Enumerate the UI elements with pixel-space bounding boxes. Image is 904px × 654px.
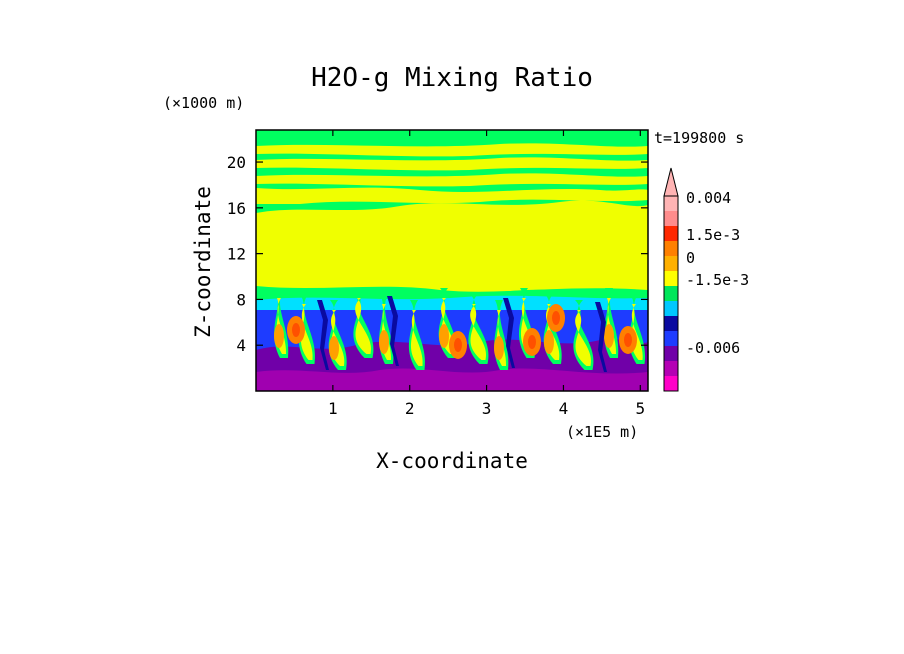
- filament-dark-blue: [317, 300, 329, 370]
- x-axis-label: X-coordinate: [376, 449, 528, 473]
- plume-orange: [329, 336, 339, 360]
- y-axis-label: Z-coordinate: [191, 186, 215, 338]
- plume-orange: [439, 324, 449, 348]
- colorbar-swatch: [664, 211, 678, 226]
- colorbar-swatch: [664, 361, 678, 376]
- plot-frame: [255, 129, 649, 392]
- y-axis-ticks: 4 8 12 16 20: [227, 153, 648, 355]
- filament-dark-blue: [595, 302, 607, 372]
- colorbar-swatch: [664, 286, 678, 301]
- x-unit-label: (×1E5 m): [566, 423, 638, 441]
- filament-dark-blue: [387, 296, 399, 366]
- chart-title: H2O-g Mixing Ratio: [311, 63, 593, 93]
- colorbar-label: 1.5e-3: [686, 226, 740, 244]
- plume-orange: [274, 324, 284, 348]
- colorbar-label: -1.5e-3: [686, 271, 749, 289]
- colorbar-swatch: [664, 316, 678, 331]
- colorbar-swatch: [664, 241, 678, 256]
- plume-yellow: [411, 310, 423, 366]
- layer-yellow-band: [256, 200, 648, 295]
- colorbar-swatch: [664, 196, 678, 211]
- plume-yellow: [575, 310, 592, 366]
- y-tick-label: 12: [227, 245, 246, 264]
- time-label: t=199800 s: [654, 129, 744, 147]
- colorbar-swatch: [664, 226, 678, 241]
- colorbar-label: 0.004: [686, 189, 731, 207]
- heatmap-field: [256, 130, 648, 391]
- x-tick-label: 2: [405, 399, 415, 418]
- colorbar-label: 0: [686, 249, 695, 267]
- x-tick-label: 5: [635, 399, 645, 418]
- colorbar-label: -0.006: [686, 339, 740, 357]
- plume-yellow: [301, 304, 313, 360]
- x-axis-ticks: 1 2 3 4 5: [328, 130, 645, 418]
- colorbar-swatch: [664, 256, 678, 271]
- colorbar-frame: [663, 195, 679, 392]
- hotspot-red: [292, 323, 300, 337]
- hotspot-red: [624, 333, 632, 347]
- colorbar-swatch: [664, 346, 678, 361]
- plume-orange: [544, 330, 554, 354]
- filament-dark-blue: [503, 298, 515, 368]
- hotspot-red: [552, 311, 560, 325]
- y-tick-label: 16: [227, 199, 246, 218]
- colorbar-swatch: [664, 331, 678, 346]
- hotspot-red: [528, 335, 536, 349]
- plume-orange: [379, 330, 389, 354]
- layer-yellow-strip: [256, 173, 648, 187]
- x-tick-label: 4: [559, 399, 569, 418]
- colorbar: -0.006 -1.5e-3 0 1.5e-3 0.004: [663, 167, 749, 392]
- colorbar-swatch: [664, 376, 678, 391]
- plume-orange: [604, 324, 614, 348]
- y-tick-label: 4: [236, 336, 246, 355]
- hotspot-red: [454, 338, 462, 352]
- colorbar-arrow: [663, 167, 679, 197]
- layer-magenta-base: [256, 368, 648, 391]
- plume-yellow: [470, 304, 487, 360]
- x-tick-label: 3: [482, 399, 492, 418]
- y-tick-label: 20: [227, 153, 246, 172]
- layer-yellow-strip: [256, 187, 648, 204]
- y-unit-label: (×1000 m): [163, 94, 244, 112]
- layer-yellow-strip: [256, 143, 648, 157]
- y-tick-label: 8: [236, 290, 246, 309]
- plume-yellow: [355, 298, 372, 354]
- plume-orange: [494, 336, 504, 360]
- colorbar-swatch: [664, 271, 678, 286]
- layer-yellow-strip: [256, 157, 648, 171]
- colorbar-swatch: [664, 301, 678, 316]
- x-tick-label: 1: [328, 399, 338, 418]
